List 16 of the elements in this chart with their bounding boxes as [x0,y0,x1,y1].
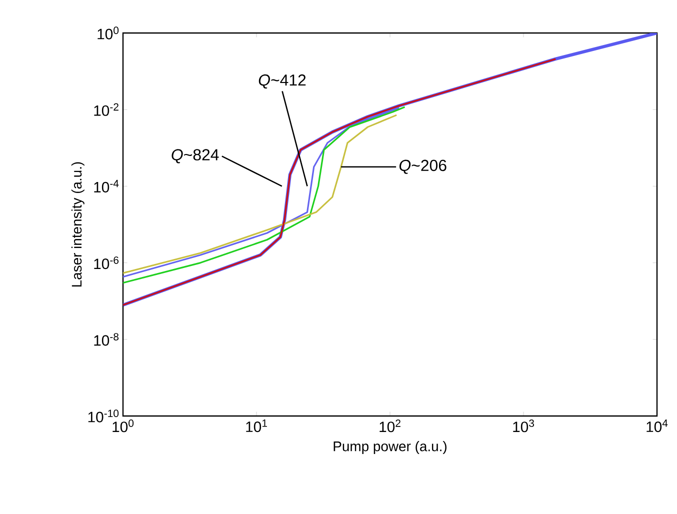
annotation: Q~412 [258,74,306,89]
y-tick-label: 10$^{-6}$ [94,256,119,270]
x-tick-label: 10$^{4}$ [646,420,668,432]
y-axis-title: Laser intensity (a.u.) [71,162,84,287]
y-tick-label: 10$^{0}$ [98,26,119,40]
y-tick-label: 10$^{-8}$ [94,333,119,346]
y-tick-label: 10$^{-4}$ [94,180,119,192]
annotation: Q~206 [399,160,446,174]
x-axis-title: Pump power (a.u.) [334,441,446,454]
y-tick-label: 10$^{-10}$ [88,410,119,422]
annotation: Q~824 [172,149,219,164]
x-tick-label: 10$^{3}$ [513,420,534,432]
x-tick-label: 10$^{0}$ [112,420,134,432]
x-tick-label: 10$^{1}$ [246,420,267,432]
y-tick-label: 10$^{-2}$ [94,103,118,116]
x-tick-label: 10$^{2}$ [380,420,400,432]
